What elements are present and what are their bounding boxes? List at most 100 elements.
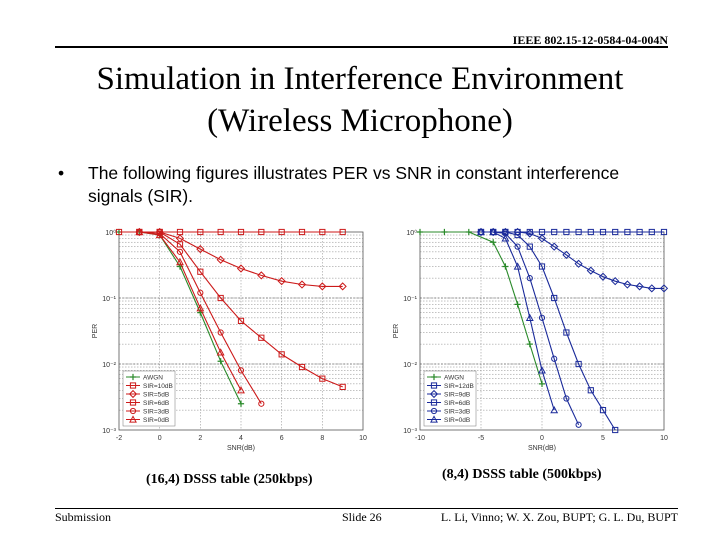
chart2-data-point-2 <box>659 284 669 293</box>
slide-title-line-1: Simulation in Interference Environment <box>96 61 624 97</box>
chart1-data-point-3 <box>237 317 245 324</box>
chart1-x-tick-label: 2 <box>198 435 202 442</box>
chart2-data-point-3 <box>612 426 619 434</box>
chart1-data-point-5 <box>135 227 144 236</box>
chart1-x-tick-label: -2 <box>116 435 122 442</box>
chart2-data-point-0 <box>441 228 448 236</box>
chart2-x-axis-label: SNR(dB) <box>528 445 556 452</box>
chart2-data-point-0 <box>538 380 546 387</box>
chart2-data-point-3 <box>526 243 533 250</box>
chart2-data-point-3 <box>599 407 607 414</box>
chart2-y-tick-label: 10⁻¹ <box>403 296 417 303</box>
chart1-data-point-3 <box>197 268 204 275</box>
chart2-data-point-1 <box>599 228 607 236</box>
chart1-data-point-2 <box>338 282 347 291</box>
chart1-data-point-5 <box>176 257 184 266</box>
chart1-series-4 <box>136 228 265 407</box>
bullet-symbol: • <box>58 163 65 183</box>
chart2-data-point-2 <box>525 229 534 238</box>
chart-left-per-vs-snr: -2 0 2 4 6 8 1010⁰10⁻¹10⁻²10⁻³SNR(dB)PERAWGNSI… <box>92 227 367 452</box>
chart2-data-point-1 <box>660 228 668 236</box>
chart2-data-point-1 <box>551 228 558 236</box>
chart2-data-point-3 <box>514 231 521 239</box>
chart1-data-point-2 <box>297 280 307 289</box>
chart1-data-point-5 <box>155 230 164 239</box>
chart1-x-tick-label: 8 <box>320 435 324 442</box>
slide-title-line-2: (Wireless Microphone) <box>207 103 513 139</box>
chart1-data-point-2 <box>318 282 327 291</box>
chart2-series-2 <box>476 227 669 293</box>
chart1-data-point-2 <box>277 277 286 286</box>
chart1-data-point-3 <box>339 383 346 390</box>
chart1-y-tick-label: 10⁰ <box>105 229 116 237</box>
chart2-legend-swatch-marker <box>429 389 439 399</box>
chart2-legend-box <box>423 370 477 427</box>
chart2-data-point-5 <box>513 262 522 270</box>
chart2-y-tick-label: 10⁰ <box>406 229 417 237</box>
chart1-data-point-1 <box>237 228 245 236</box>
chart1-data-point-0 <box>237 400 245 407</box>
chart1-data-point-3 <box>298 363 306 371</box>
chart2-data-point-4 <box>551 355 558 362</box>
chart2-data-point-1 <box>587 228 594 236</box>
chart2-grid <box>420 232 664 430</box>
chart1-data-point-1 <box>217 228 224 236</box>
chart1-x-tick-label: 6 <box>280 435 284 442</box>
chart2-data-point-3 <box>563 329 570 336</box>
caption-left: (16,4) DSSS table (250kbps) <box>146 472 313 487</box>
chart1-legend-label: AWGN <box>143 375 163 382</box>
footer-authors: L. Li, Vinno; W. X. Zou, BUPT; G. L. Du,… <box>440 510 678 524</box>
chart1-data-point-3 <box>176 241 184 248</box>
slide-title: Simulation in Interference Environment (… <box>0 58 720 142</box>
chart1-legend-label: SIR=5dB <box>143 392 169 399</box>
chart1-legend-swatch-marker <box>128 389 138 399</box>
chart1-data-point-1 <box>258 228 265 236</box>
chart2-x-tick-label: 0 <box>540 435 544 442</box>
chart2-data-point-1 <box>575 228 582 236</box>
chart2-x-tick-label: -5 <box>478 435 484 442</box>
chart2-data-point-0 <box>465 228 472 236</box>
chart1-data-point-2 <box>216 255 225 264</box>
chart2-data-point-3 <box>551 294 558 302</box>
chart2-data-point-5 <box>489 227 498 236</box>
caption-right: (8,4) DSSS table (500kbps) <box>442 467 602 482</box>
chart2-legend-label: SIR=6dB <box>444 400 470 407</box>
chart2-data-point-0 <box>490 239 497 246</box>
chart1-legend-box <box>122 370 176 427</box>
chart1-y-tick-label: 10⁻² <box>102 362 116 369</box>
chart1-y-tick-label: 10⁻¹ <box>102 296 116 303</box>
chart2-data-point-3 <box>538 263 546 270</box>
chart1-data-point-3 <box>319 375 326 382</box>
chart2-data-point-1 <box>648 228 655 236</box>
chart1-data-point-3 <box>217 294 224 302</box>
chart1-legend-swatch-marker <box>129 373 137 381</box>
chart2-legend-swatch-marker <box>430 399 438 406</box>
chart1-x-axis-label: SNR(dB) <box>227 445 255 452</box>
chart2-data-point-4 <box>538 314 546 321</box>
chart1-data-point-0 <box>217 358 224 365</box>
chart2-data-point-3 <box>575 360 582 368</box>
chart2-data-point-2 <box>647 284 656 293</box>
chart2-data-point-5 <box>501 234 510 242</box>
chart2-data-point-5 <box>538 366 546 374</box>
chart2-data-point-4 <box>563 395 570 402</box>
chart1-legend-swatch-marker <box>129 415 137 423</box>
chart1-data-point-1 <box>319 228 326 236</box>
chart2-data-point-2 <box>635 282 644 291</box>
chart1-legend-swatch-marker <box>129 399 137 406</box>
chart2-series-line-4 <box>481 231 580 426</box>
chart2-legend-swatch-marker <box>430 407 438 415</box>
chart2-data-point-0 <box>526 341 533 348</box>
chart1-series-line-2 <box>139 231 343 287</box>
chart1-data-point-5 <box>196 304 205 312</box>
chart2-data-point-2 <box>562 250 571 259</box>
chart1-data-point-2 <box>196 245 205 254</box>
chart1-data-point-4 <box>176 248 184 255</box>
chart1-series-line-4 <box>139 231 262 404</box>
chart2-legend-label: SIR=9dB <box>444 392 470 399</box>
chart2-data-point-4 <box>526 275 533 282</box>
chart2-data-point-0 <box>514 301 521 308</box>
chart1-data-point-2 <box>257 271 266 280</box>
chart1-series-5 <box>135 227 245 394</box>
